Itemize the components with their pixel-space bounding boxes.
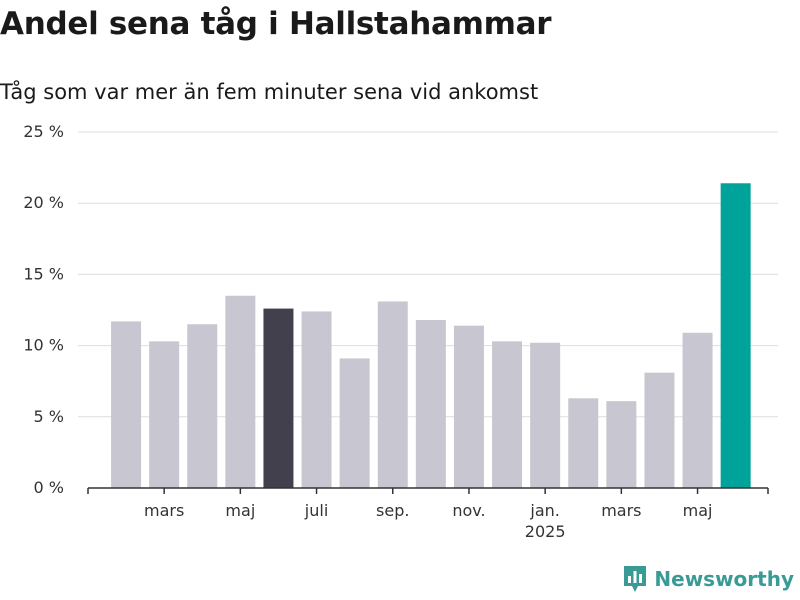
bar [187,324,218,488]
bar [453,325,484,488]
bar [644,372,675,488]
y-tick-label: 20 % [23,193,64,212]
y-tick-label: 10 % [23,336,64,355]
brand-logo: Newsworthy [622,564,794,594]
bar [111,321,142,488]
bar [415,319,446,488]
bar [377,301,408,488]
bar [530,342,561,488]
chart-title: Andel sena tåg i Hallstahammar [0,6,552,42]
bar [301,311,332,488]
chart-subtitle: Tåg som var mer än fem minuter sena vid … [0,80,539,104]
bar-chart: 0 % 5 % 10 % 15 % 20 % 25 % mars maj juli sep. nov… [23,122,778,541]
bar [492,341,523,488]
bar [149,341,180,488]
y-tick-label: 25 % [23,122,64,141]
y-tick-label: 15 % [23,264,64,283]
y-tick-label: 0 % [34,478,64,497]
x-tick-label: nov. [452,501,485,520]
y-tick-label: 5 % [34,407,64,426]
brand-name: Newsworthy [654,567,794,591]
x-tick-label: maj [683,501,713,520]
x-tick-label: mars [144,501,184,520]
x-tick-label: sep. [376,501,409,520]
bar [606,401,637,488]
x-tick-sublabel: 2025 [525,522,566,541]
bar [682,332,713,488]
bar [263,308,294,488]
x-tick-label: juli [304,501,328,520]
newsworthy-logo-icon [624,566,647,592]
bar [568,398,599,488]
x-tick-label: mars [601,501,641,520]
bar [225,295,256,488]
bar [720,183,751,488]
x-tick-label: maj [225,501,255,520]
x-tick-label: jan. [529,501,559,520]
bar [339,358,370,488]
